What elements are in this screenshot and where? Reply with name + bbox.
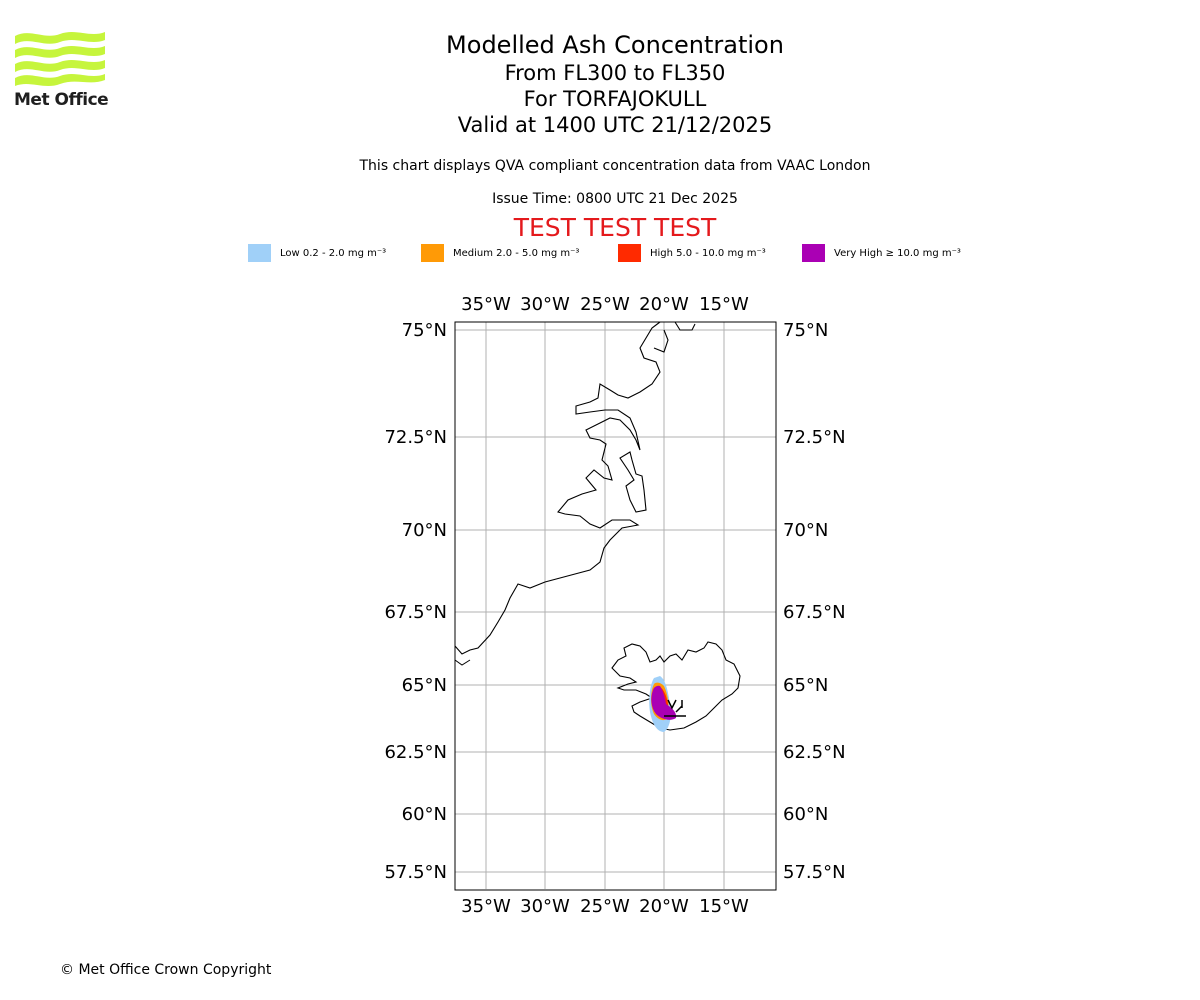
copyright-notice: © Met Office Crown Copyright <box>60 962 272 978</box>
lat-tick-left: 70°N <box>402 520 447 541</box>
volcano-marker-icon <box>664 699 686 717</box>
lat-tick-right: 62.5°N <box>783 742 846 763</box>
flight-level-range: From FL300 to FL350 <box>504 61 726 85</box>
legend-item-medium: Medium 2.0 - 5.0 mg m⁻³ <box>421 244 579 262</box>
legend-swatch-low <box>248 244 271 262</box>
lon-tick-bottom: 20°W <box>639 896 689 917</box>
lat-tick-right: 60°N <box>783 804 828 825</box>
lat-tick-left: 57.5°N <box>384 862 447 883</box>
lon-tick-top: 20°W <box>639 294 689 315</box>
lon-tick-top: 15°W <box>699 294 749 315</box>
legend-item-high: High 5.0 - 10.0 mg m⁻³ <box>618 244 766 262</box>
map-gridlines <box>455 322 776 889</box>
chart-title-block: Modelled Ash Concentration From FL300 to… <box>0 30 1200 138</box>
lat-tick-right: 75°N <box>783 320 828 341</box>
lat-tick-right: 57.5°N <box>783 862 846 883</box>
ash-contour-very-high <box>651 685 677 720</box>
issue-time: Issue Time: 0800 UTC 21 Dec 2025 <box>492 191 738 207</box>
met-office-logo-text: Met Office <box>14 90 109 110</box>
map-frame <box>454 321 777 891</box>
legend-item-very-high: Very High ≥ 10.0 mg m⁻³ <box>802 244 961 262</box>
legend-label-medium: Medium 2.0 - 5.0 mg m⁻³ <box>453 247 580 259</box>
lon-tick-top: 30°W <box>520 294 570 315</box>
lat-tick-right: 70°N <box>783 520 828 541</box>
legend: Low 0.2 - 2.0 mg m⁻³ Medium 2.0 - 5.0 mg… <box>0 244 1200 264</box>
legend-swatch-high <box>618 244 641 262</box>
lon-tick-top: 25°W <box>580 294 630 315</box>
legend-item-low: Low 0.2 - 2.0 mg m⁻³ <box>248 244 386 262</box>
greenland-coastline <box>454 321 696 655</box>
lon-tick-top: 35°W <box>461 294 511 315</box>
lon-tick-bottom: 30°W <box>520 896 570 917</box>
lat-tick-right: 65°N <box>783 675 828 696</box>
chart-title: Modelled Ash Concentration <box>446 31 784 59</box>
lon-tick-bottom: 15°W <box>699 896 749 917</box>
legend-label-high: High 5.0 - 10.0 mg m⁻³ <box>650 247 766 259</box>
chart-subtitle: This chart displays QVA compliant concen… <box>359 158 871 174</box>
lon-tick-bottom: 25°W <box>580 896 630 917</box>
lat-tick-left: 67.5°N <box>384 602 447 623</box>
legend-label-low: Low 0.2 - 2.0 mg m⁻³ <box>280 247 387 259</box>
lat-tick-left: 75°N <box>402 320 447 341</box>
lon-tick-bottom: 35°W <box>461 896 511 917</box>
volcano-name: For TORFAJOKULL <box>523 87 707 111</box>
lat-tick-left: 60°N <box>402 804 447 825</box>
met-office-logo-icon <box>15 32 105 86</box>
lat-tick-right: 67.5°N <box>783 602 846 623</box>
legend-swatch-medium <box>421 244 444 262</box>
lat-tick-left: 62.5°N <box>384 742 447 763</box>
legend-label-very-high: Very High ≥ 10.0 mg m⁻³ <box>834 247 961 259</box>
iceland-coastline <box>611 641 741 731</box>
lat-tick-right: 72.5°N <box>783 427 846 448</box>
lat-tick-left: 72.5°N <box>384 427 447 448</box>
lat-tick-left: 65°N <box>402 675 447 696</box>
valid-time: Valid at 1400 UTC 21/12/2025 <box>457 113 773 137</box>
test-banner: TEST TEST TEST <box>513 213 717 242</box>
legend-swatch-very-high <box>802 244 825 262</box>
greenland-fjord-line <box>454 659 471 666</box>
